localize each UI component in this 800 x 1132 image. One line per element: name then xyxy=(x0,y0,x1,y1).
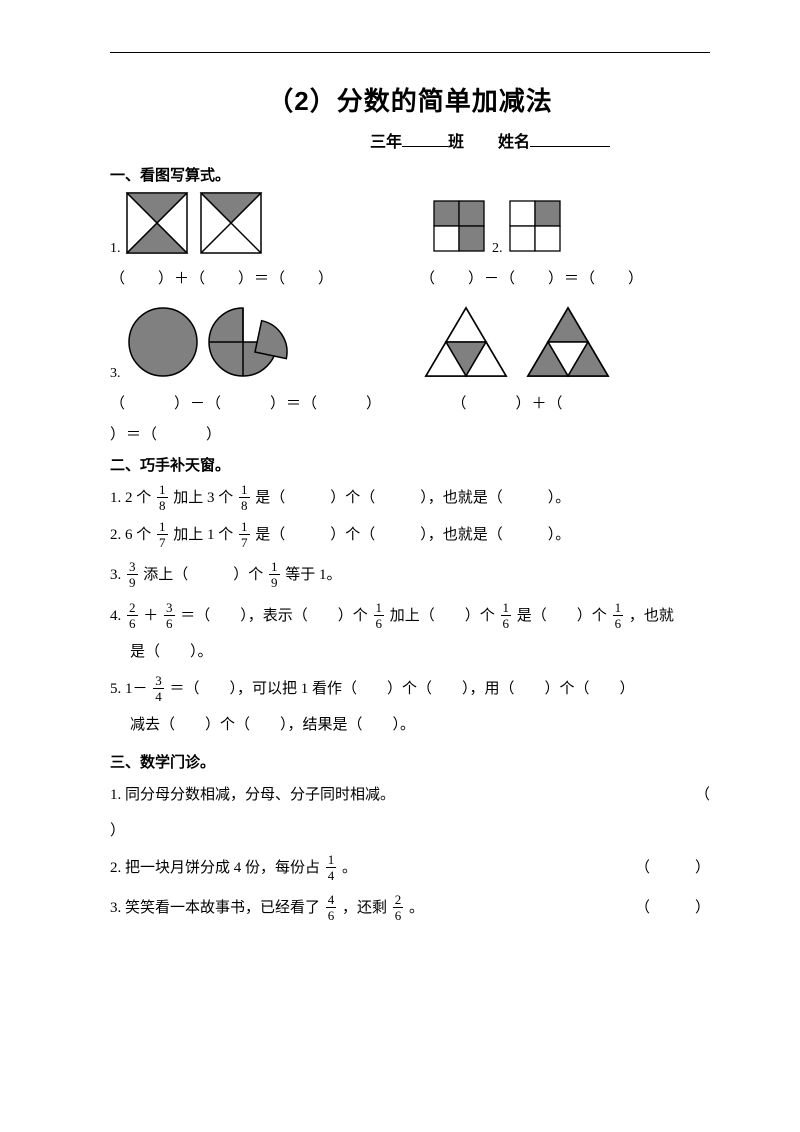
s2-q5: 5. 1－ 34 ＝（ ），可以把 1 看作（ ）个（ ），用（ ）个（ ） xyxy=(110,672,710,707)
frac-1-6: 16 xyxy=(374,601,385,630)
s3-paren: （ ） xyxy=(615,851,710,886)
s3-q2: 2. 把一块月饼分成 4 份，每份占 14 。 （ ） xyxy=(110,851,710,886)
frac-1-4: 14 xyxy=(326,853,337,882)
student-info-line: 三年 班 姓名 xyxy=(110,128,710,152)
top-rule xyxy=(110,52,710,53)
equation-3: （ ）－（ ）＝（ ） xyxy=(110,396,382,412)
fig-3-circles xyxy=(123,302,313,382)
frac-2-6: 26 xyxy=(393,893,404,922)
s2-q1: 1. 2 个 18 加上 3 个 18 是（ ）个（ ），也就是（ ）。 xyxy=(110,481,710,516)
figure-row-2: 3. xyxy=(110,302,710,386)
equation-3-4: （ ）－（ ）＝（ ） （ ）＋（ xyxy=(110,392,710,413)
frac-1-7: 17 xyxy=(239,520,250,549)
s3-q3: 3. 笑笑看一本故事书，已经看了 46 ，还剩 26 。 （ ） xyxy=(110,891,710,926)
s3-q1-paren-close: ） xyxy=(110,814,710,849)
frac-3-6: 36 xyxy=(164,601,175,630)
name-label: 姓名 xyxy=(498,134,530,151)
section-2-head: 二、巧手补天窗。 xyxy=(110,454,710,475)
frac-3-9: 39 xyxy=(127,560,138,589)
frac-1-8: 18 xyxy=(157,483,168,512)
grade-prefix: 三年 xyxy=(370,134,402,151)
class-suffix: 班 xyxy=(448,134,464,151)
fig-2-label: 2. xyxy=(492,241,503,257)
s2-q5-cont: 减去（ ）个（ ），结果是（ ）。 xyxy=(110,708,710,743)
frac-3-4: 34 xyxy=(153,674,164,703)
worksheet-page: （2）分数的简单加减法 三年 班 姓名 一、看图写算式。 1. xyxy=(0,0,800,1132)
fig-1-squares xyxy=(123,191,273,257)
frac-1-6: 16 xyxy=(501,601,512,630)
frac-2-6: 26 xyxy=(127,601,138,630)
s3-q1: 1. 同分母分数相减，分母、分子同时相减。 （ xyxy=(110,778,710,813)
s2-q3: 3. 39 添上（ ）个 19 等于 1。 xyxy=(110,558,710,593)
fig-3-label: 3. xyxy=(110,366,121,382)
equation-4b: ）＝（ ） xyxy=(110,427,222,443)
section-3-head: 三、数学门诊。 xyxy=(110,751,710,772)
name-blank[interactable] xyxy=(530,146,610,147)
frac-1-7: 17 xyxy=(157,520,168,549)
equation-4-cont: ）＝（ ） xyxy=(110,423,710,444)
fig-2-grids xyxy=(430,197,580,257)
frac-1-9: 19 xyxy=(269,560,280,589)
s2-q4: 4. 26 ＋ 36 ＝（ ），表示（ ）个 16 加上（ ）个 16 是（ ）… xyxy=(110,599,710,634)
equation-1: （ ）＋（ ）＝（ ） xyxy=(110,267,390,288)
section-1-head: 一、看图写算式。 xyxy=(110,164,710,185)
figure-row-1: 1. xyxy=(110,191,710,261)
s2-q2: 2. 6 个 17 加上 1 个 17 是（ ）个（ ），也就是（ ）。 xyxy=(110,518,710,553)
fig-4-triangles xyxy=(420,302,620,382)
s2-q4-cont: 是（ ）。 xyxy=(110,635,710,670)
frac-4-6: 46 xyxy=(326,893,337,922)
frac-1-6: 16 xyxy=(613,601,624,630)
fig-1-label: 1. xyxy=(110,241,121,257)
s3-paren: （ ） xyxy=(615,891,710,926)
equation-2: （ ）－（ ）＝（ ） xyxy=(420,267,644,288)
equation-4a: （ ）＋（ xyxy=(452,396,564,412)
frac-1-8: 18 xyxy=(239,483,250,512)
eq-row-1: （ ）＋（ ）＝（ ） （ ）－（ ）＝（ ） xyxy=(110,261,710,298)
class-blank[interactable] xyxy=(402,146,448,147)
page-title: （2）分数的简单加减法 xyxy=(110,81,710,118)
